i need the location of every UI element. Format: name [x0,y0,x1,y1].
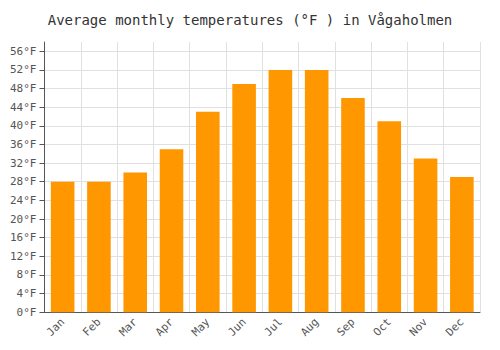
svg-text:40°F: 40°F [10,119,37,132]
svg-text:Nov: Nov [407,315,430,338]
svg-text:Dec: Dec [443,316,466,339]
svg-text:52°F: 52°F [10,63,37,76]
svg-text:56°F: 56°F [10,45,37,58]
svg-text:Aug: Aug [298,316,321,339]
svg-text:24°F: 24°F [10,194,37,207]
svg-text:Sep: Sep [334,316,357,339]
svg-text:28°F: 28°F [10,175,37,188]
svg-text:16°F: 16°F [10,231,37,244]
svg-text:Jul: Jul [262,316,285,339]
svg-text:Jun: Jun [225,316,248,339]
svg-text:Feb: Feb [80,316,103,339]
svg-text:Oct: Oct [371,316,394,339]
svg-text:44°F: 44°F [10,101,37,114]
svg-text:Mar: Mar [117,315,140,338]
svg-text:32°F: 32°F [10,157,37,170]
svg-text:Jan: Jan [44,316,67,339]
svg-text:0°F: 0°F [17,306,37,319]
svg-text:36°F: 36°F [10,138,37,151]
svg-text:8°F: 8°F [17,268,37,281]
svg-text:Apr: Apr [153,315,176,338]
svg-text:May: May [189,315,212,338]
svg-text:12°F: 12°F [10,250,37,263]
svg-text:Average monthly temperatures (: Average monthly temperatures (°F ) in Vå… [48,12,453,28]
svg-text:48°F: 48°F [10,82,37,95]
svg-text:20°F: 20°F [10,213,37,226]
svg-text:4°F: 4°F [17,287,37,300]
